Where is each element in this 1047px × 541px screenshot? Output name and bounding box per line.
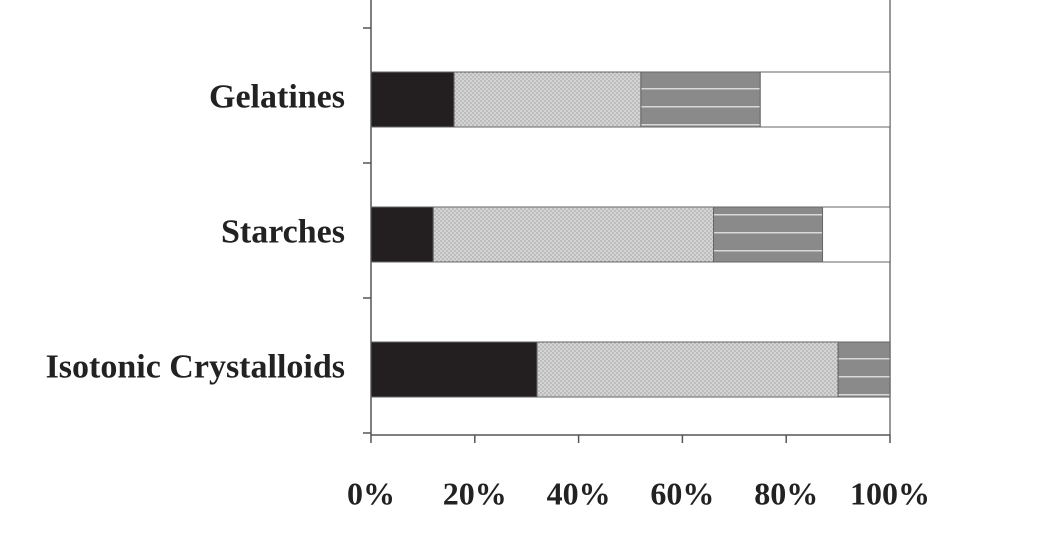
category-label: Starches — [221, 213, 345, 250]
bar-segment — [536, 341, 839, 398]
bar-segment — [837, 341, 891, 398]
category-label: Gelatines — [209, 78, 345, 115]
x-tick-label: 40% — [547, 475, 611, 511]
bar-segment — [370, 71, 455, 128]
bar-segment — [640, 71, 761, 128]
bar-segment — [370, 206, 434, 263]
bar-segment — [453, 71, 642, 128]
x-tick-label: 100% — [850, 475, 930, 511]
x-tick-label: 20% — [443, 475, 507, 511]
category-label: Isotonic Crystalloids — [46, 348, 345, 385]
bar-segment — [370, 341, 538, 398]
x-tick-label: 60% — [650, 475, 714, 511]
bar-segment — [432, 206, 715, 263]
x-tick-label: 0% — [347, 475, 395, 511]
bar-segment — [759, 71, 891, 128]
bar-segment — [822, 206, 891, 263]
x-tick-label: 80% — [754, 475, 818, 511]
bar-segment — [713, 206, 824, 263]
